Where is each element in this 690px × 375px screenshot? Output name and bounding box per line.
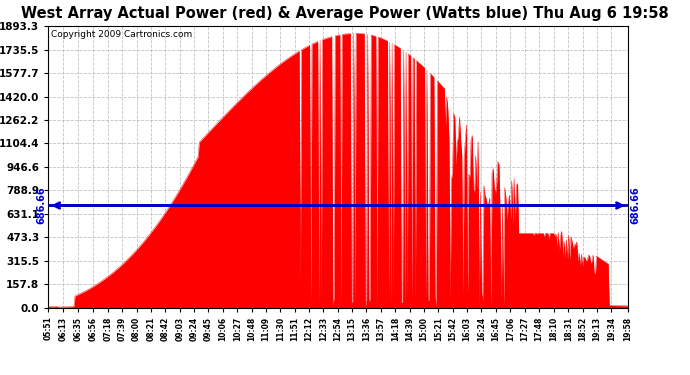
Text: 686.66: 686.66 xyxy=(37,187,46,224)
Text: 686.66: 686.66 xyxy=(630,187,640,224)
Text: Copyright 2009 Cartronics.com: Copyright 2009 Cartronics.com xyxy=(51,30,193,39)
Text: West Array Actual Power (red) & Average Power (Watts blue) Thu Aug 6 19:58: West Array Actual Power (red) & Average … xyxy=(21,6,669,21)
